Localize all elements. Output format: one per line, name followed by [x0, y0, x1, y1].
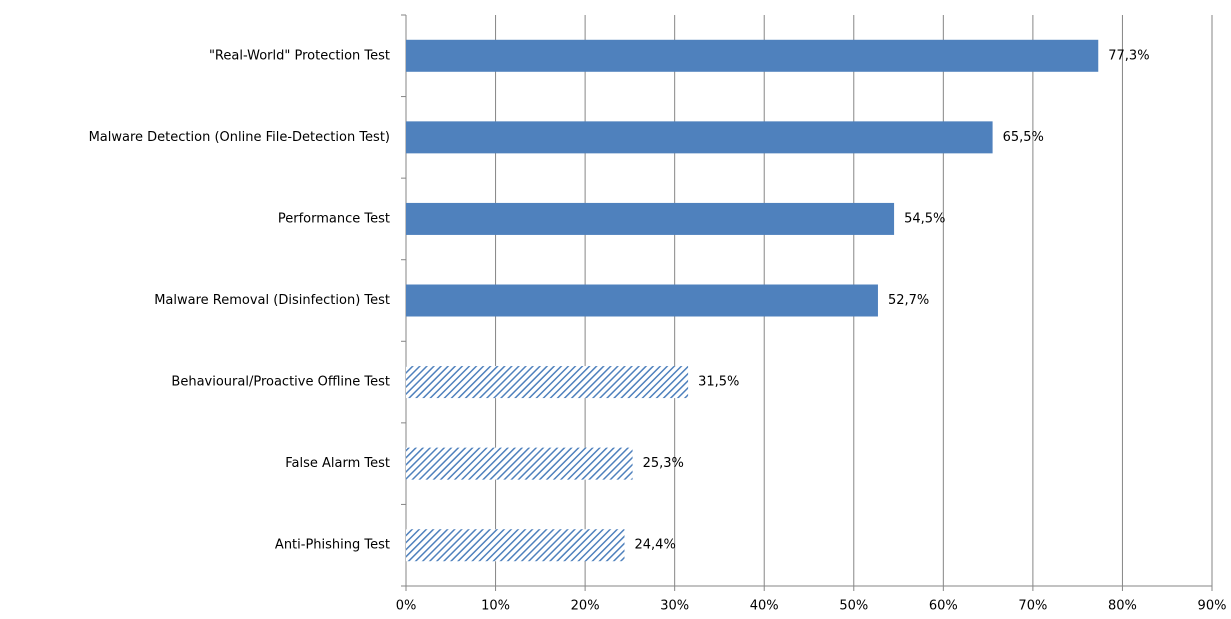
y-tick-label: Behavioural/Proactive Offline Test: [171, 375, 390, 390]
bar: [406, 529, 625, 562]
x-tick-label: 80%: [1108, 599, 1137, 614]
y-tick-label: Anti-Phishing Test: [275, 538, 390, 553]
data-label: 31,5%: [698, 375, 739, 390]
data-label: 54,5%: [904, 211, 945, 226]
y-tick-label: Performance Test: [278, 211, 390, 226]
y-tick-label: Malware Detection (Online File-Detection…: [89, 130, 390, 145]
x-tick-label: 60%: [929, 599, 958, 614]
bar: [406, 202, 895, 235]
data-label: 52,7%: [888, 293, 929, 308]
data-label: 77,3%: [1108, 48, 1149, 63]
x-tick-label: 30%: [660, 599, 689, 614]
x-tick-label: 10%: [481, 599, 510, 614]
x-tick-label: 40%: [750, 599, 779, 614]
x-tick-label: 0%: [396, 599, 417, 614]
data-label: 65,5%: [1003, 130, 1044, 145]
y-tick-label: Malware Removal (Disinfection) Test: [154, 293, 390, 308]
x-tick-label: 70%: [1018, 599, 1047, 614]
y-tick-label: False Alarm Test: [285, 456, 390, 471]
x-tick-label: 20%: [571, 599, 600, 614]
y-tick-label: "Real-World" Protection Test: [209, 48, 390, 63]
bar: [406, 284, 878, 317]
bar: [406, 447, 633, 480]
x-tick-label: 50%: [839, 599, 868, 614]
bar: [406, 366, 689, 399]
data-label: 25,3%: [643, 456, 684, 471]
bar: [406, 39, 1099, 72]
data-label: 24,4%: [635, 538, 676, 553]
bar: [406, 121, 993, 154]
x-tick-label: 90%: [1198, 599, 1227, 614]
